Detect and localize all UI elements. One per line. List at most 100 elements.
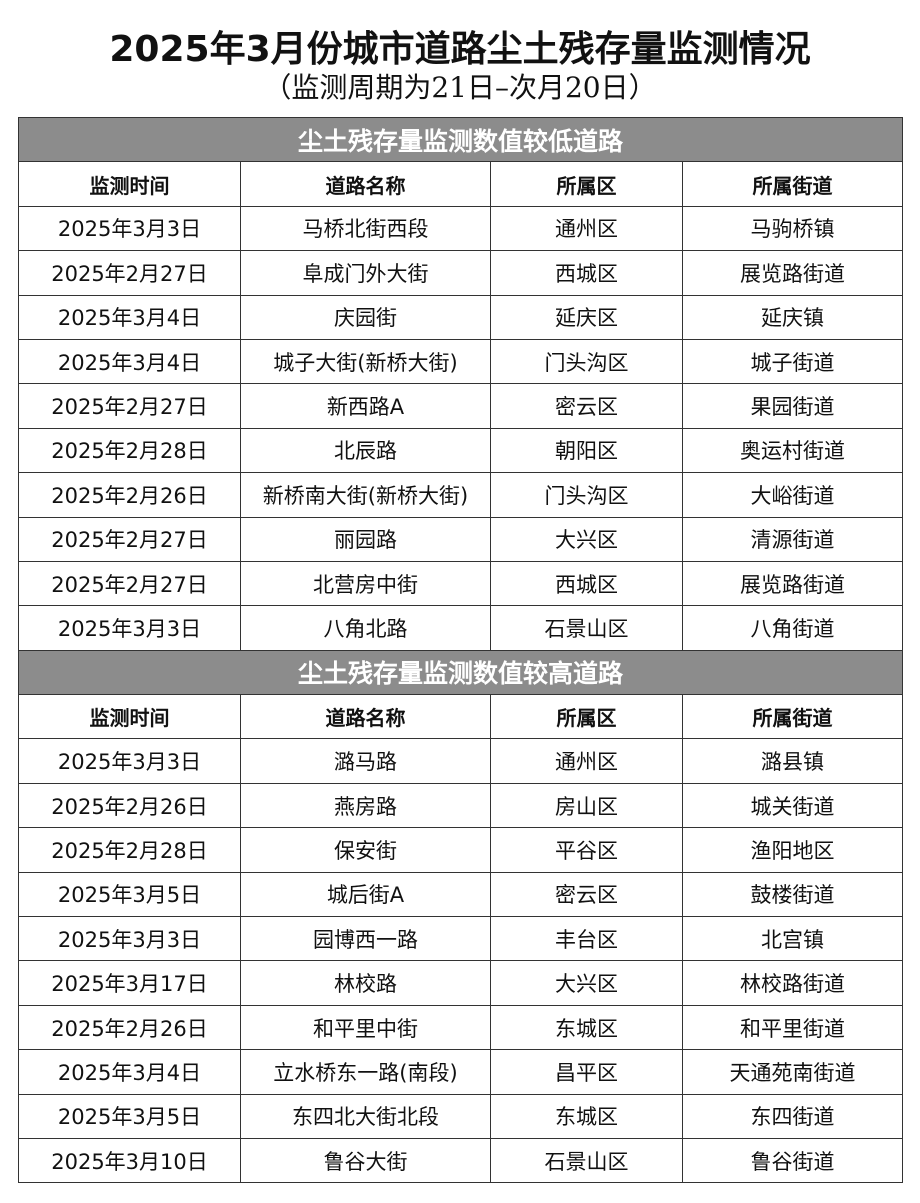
- column-header: 监测时间: [18, 694, 241, 740]
- cell: 延庆镇: [681, 294, 904, 340]
- cell: 和平里中街: [240, 1004, 491, 1051]
- cell: 北营房中街: [240, 560, 491, 607]
- section-header: 尘土残存量监测数值较低道路: [17, 116, 904, 163]
- cell: 2025年2月27日: [18, 560, 241, 607]
- cell: 2025年3月4日: [18, 338, 241, 385]
- cell: 林校路: [240, 960, 491, 1006]
- cell: 门头沟区: [490, 338, 683, 385]
- data-row: 2025年2月27日 新西路A 密云区 果园街道: [18, 383, 904, 429]
- cell: 房山区: [490, 782, 683, 829]
- cell: 2025年2月27日: [18, 516, 241, 562]
- cell: 2025年2月26日: [18, 1004, 241, 1051]
- data-row: 2025年2月27日 北营房中街 西城区 展览路街道: [18, 560, 904, 607]
- cell: 保安街: [240, 827, 491, 873]
- data-row: 2025年3月3日 潞马路 通州区 潞县镇: [18, 738, 904, 784]
- cell: 平谷区: [490, 827, 683, 873]
- cell: 园博西一路: [240, 916, 491, 962]
- cell: 2025年2月26日: [18, 472, 241, 518]
- cell: 通州区: [490, 738, 683, 784]
- cell: 石景山区: [490, 1137, 683, 1184]
- data-row: 2025年3月5日 城后街A 密云区 鼓楼街道: [18, 871, 904, 918]
- cell: 北辰路: [240, 427, 491, 474]
- subtitle: （监测周期为21日–次月20日）: [263, 71, 657, 104]
- section-title: 尘土残存量监测数值较低道路: [17, 116, 904, 163]
- cell: 2025年2月27日: [18, 250, 241, 296]
- data-row: 2025年2月27日 阜成门外大街 西城区 展览路街道: [18, 250, 904, 296]
- cell: 大兴区: [490, 516, 683, 562]
- cell: 阜成门外大街: [240, 250, 491, 296]
- cell: 林校路街道: [681, 960, 904, 1006]
- data-row: 2025年2月26日 燕房路 房山区 城关街道: [18, 782, 904, 829]
- cell: 天通苑南街道: [681, 1049, 904, 1095]
- data-row: 2025年2月26日 新桥南大街(新桥大街) 门头沟区 大峪街道: [18, 472, 904, 518]
- data-row: 2025年2月28日 保安街 平谷区 渔阳地区: [18, 827, 904, 873]
- cell: 2025年3月4日: [18, 294, 241, 340]
- cell: 丰台区: [490, 916, 683, 962]
- data-row: 2025年3月3日 园博西一路 丰台区 北宫镇: [18, 916, 904, 962]
- cell: 果园街道: [681, 383, 904, 429]
- cell: 2025年3月3日: [18, 916, 241, 962]
- cell: 2025年3月3日: [18, 605, 241, 651]
- column-header: 所属区: [490, 161, 683, 207]
- column-header: 道路名称: [240, 694, 491, 740]
- cell: 2025年3月4日: [18, 1049, 241, 1095]
- cell: 2025年3月10日: [18, 1137, 241, 1184]
- data-row: 2025年2月26日 和平里中街 东城区 和平里街道: [18, 1004, 904, 1051]
- cell: 门头沟区: [490, 472, 683, 518]
- column-header: 监测时间: [18, 161, 241, 207]
- cell: 潞马路: [240, 738, 491, 784]
- cell: 2025年3月5日: [18, 1093, 241, 1139]
- cell: 城后街A: [240, 871, 491, 918]
- data-row: 2025年3月4日 庆园街 延庆区 延庆镇: [18, 294, 904, 340]
- cell: 展览路街道: [681, 250, 904, 296]
- data-row: 2025年3月10日 鲁谷大街 石景山区 鲁谷街道: [18, 1137, 904, 1184]
- data-row: 2025年3月3日 八角北路 石景山区 八角街道: [18, 605, 904, 651]
- cell: 密云区: [490, 383, 683, 429]
- cell: 燕房路: [240, 782, 491, 829]
- cell: 延庆区: [490, 294, 683, 340]
- cell: 石景山区: [490, 605, 683, 651]
- column-header: 道路名称: [240, 161, 491, 207]
- cell: 立水桥东一路(南段): [240, 1049, 491, 1095]
- cell: 东四街道: [681, 1093, 904, 1139]
- data-row: 2025年3月4日 城子大街(新桥大街) 门头沟区 城子街道: [18, 338, 904, 385]
- data-row: 2025年3月3日 马桥北街西段 通州区 马驹桥镇: [18, 205, 904, 252]
- cell: 2025年3月5日: [18, 871, 241, 918]
- cell: 鼓楼街道: [681, 871, 904, 918]
- cell: 2025年2月28日: [18, 427, 241, 474]
- column-header-row: 监测时间 道路名称 所属区 所属街道: [18, 161, 904, 207]
- cell: 庆园街: [240, 294, 491, 340]
- cell: 城关街道: [681, 782, 904, 829]
- cell: 2025年2月28日: [18, 827, 241, 873]
- cell: 东城区: [490, 1093, 683, 1139]
- cell: 2025年3月3日: [18, 738, 241, 784]
- cell: 渔阳地区: [681, 827, 904, 873]
- cell: 奥运村街道: [681, 427, 904, 474]
- data-row: 2025年2月27日 丽园路 大兴区 清源街道: [18, 516, 904, 562]
- cell: 大峪街道: [681, 472, 904, 518]
- cell: 新桥南大街(新桥大街): [240, 472, 491, 518]
- cell: 新西路A: [240, 383, 491, 429]
- monitoring-table: 尘土残存量监测数值较低道路 监测时间 道路名称 所属区 所属街道 2025年3月3日 马桥北…: [17, 116, 904, 1184]
- cell: 和平里街道: [681, 1004, 904, 1051]
- cell: 城子街道: [681, 338, 904, 385]
- cell: 马驹桥镇: [681, 205, 904, 252]
- column-header-row: 监测时间 道路名称 所属区 所属街道: [18, 694, 904, 740]
- section-header: 尘土残存量监测数值较高道路: [17, 649, 904, 696]
- data-row: 2025年3月5日 东四北大街北段 东城区 东四街道: [18, 1093, 904, 1139]
- cell: 丽园路: [240, 516, 491, 562]
- cell: 东四北大街北段: [240, 1093, 491, 1139]
- cell: 昌平区: [490, 1049, 683, 1095]
- cell: 西城区: [490, 560, 683, 607]
- column-header: 所属街道: [681, 694, 904, 740]
- cell: 大兴区: [490, 960, 683, 1006]
- cell: 北宫镇: [681, 916, 904, 962]
- cell: 2025年2月26日: [18, 782, 241, 829]
- title: 2025年3月份城市道路尘土残存量监测情况: [109, 29, 811, 70]
- cell: 2025年3月3日: [18, 205, 241, 252]
- cell: 朝阳区: [490, 427, 683, 474]
- cell: 八角北路: [240, 605, 491, 651]
- cell: 城子大街(新桥大街): [240, 338, 491, 385]
- cell: 展览路街道: [681, 560, 904, 607]
